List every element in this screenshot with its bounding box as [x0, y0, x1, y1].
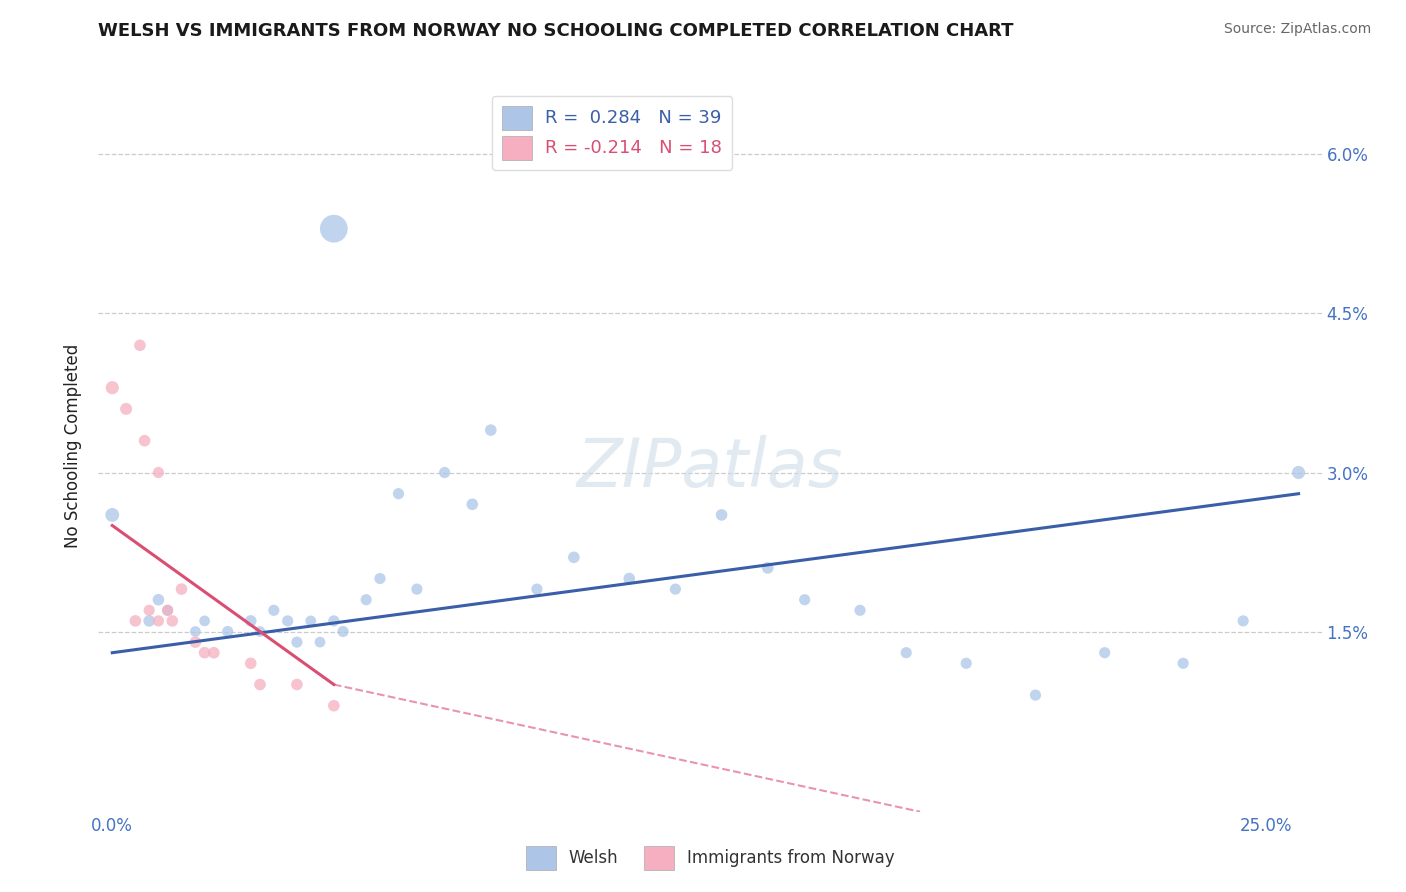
Point [239, 614, 262, 628]
Point [202, 646, 225, 660]
Point [184, 624, 207, 639]
Point [148, 614, 170, 628]
Point [148, 466, 170, 480]
Point [138, 614, 160, 628]
Point [433, 466, 456, 480]
Point [896, 646, 918, 660]
Point [562, 550, 585, 565]
Point [619, 572, 641, 586]
Y-axis label: No Schooling Completed: No Schooling Completed [65, 344, 83, 548]
Point [277, 614, 299, 628]
Point [368, 572, 391, 586]
Point [1024, 688, 1046, 702]
Point [170, 582, 193, 596]
Point [354, 592, 377, 607]
Point [322, 221, 344, 235]
Text: WELSH VS IMMIGRANTS FROM NORWAY NO SCHOOLING COMPLETED CORRELATION CHART: WELSH VS IMMIGRANTS FROM NORWAY NO SCHOO… [98, 22, 1014, 40]
Point [849, 603, 872, 617]
Point [322, 614, 344, 628]
Point [249, 677, 271, 691]
Point [184, 635, 207, 649]
Point [115, 401, 138, 416]
Text: ZIPatlas: ZIPatlas [576, 435, 844, 501]
Point [1094, 646, 1116, 660]
Point [1232, 614, 1254, 628]
Point [793, 592, 815, 607]
Point [756, 561, 779, 575]
Point [148, 592, 170, 607]
Point [461, 497, 484, 511]
Point [332, 624, 354, 639]
Point [322, 698, 344, 713]
Point [285, 677, 308, 691]
Point [194, 614, 217, 628]
Point [387, 486, 409, 500]
Point [479, 423, 502, 437]
Point [162, 614, 184, 628]
Point [955, 657, 977, 671]
Point [285, 635, 308, 649]
Point [664, 582, 686, 596]
Text: Source: ZipAtlas.com: Source: ZipAtlas.com [1223, 22, 1371, 37]
Point [1173, 657, 1195, 671]
Point [299, 614, 322, 628]
Point [249, 624, 271, 639]
Point [309, 635, 332, 649]
Point [239, 657, 262, 671]
Point [138, 603, 160, 617]
Point [156, 603, 179, 617]
Point [710, 508, 733, 522]
Point [1288, 466, 1310, 480]
Point [101, 508, 124, 522]
Point [217, 624, 239, 639]
Point [156, 603, 179, 617]
Point [263, 603, 285, 617]
Point [526, 582, 548, 596]
Point [134, 434, 156, 448]
Point [129, 338, 152, 352]
Point [406, 582, 429, 596]
Legend: Welsh, Immigrants from Norway: Welsh, Immigrants from Norway [519, 839, 901, 877]
Point [101, 381, 124, 395]
Point [124, 614, 146, 628]
Point [194, 646, 217, 660]
